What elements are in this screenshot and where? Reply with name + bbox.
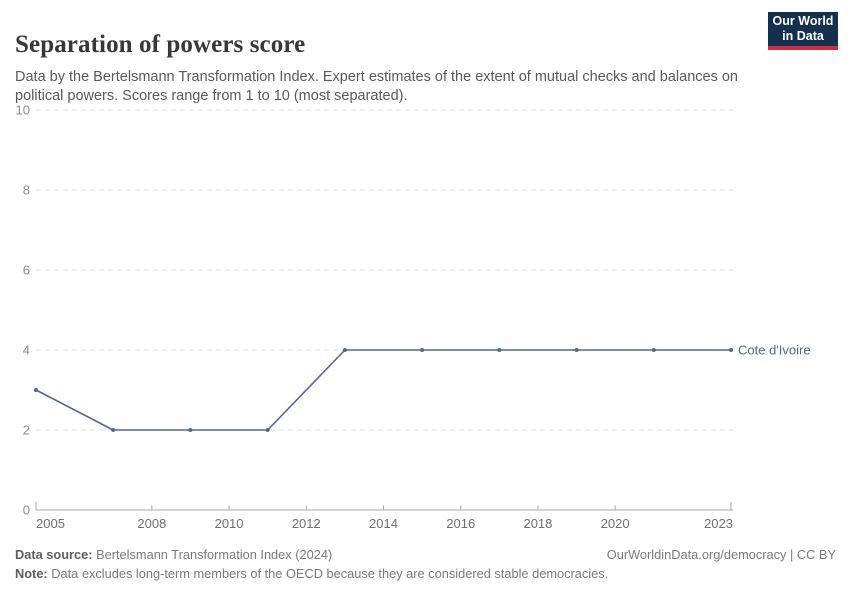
x-tick-label: 2016 [446, 516, 475, 531]
data-point[interactable] [574, 348, 579, 352]
data-point[interactable] [497, 348, 502, 352]
x-tick-label: 2008 [137, 516, 166, 531]
y-tick-label: 8 [23, 183, 30, 198]
note: Note: Data excludes long-term members of… [15, 566, 608, 581]
y-tick-label: 10 [16, 103, 30, 118]
owid-logo-line2: in Data [782, 29, 824, 43]
series-label[interactable]: Cote d'Ivoire [738, 343, 811, 358]
data-point[interactable] [111, 428, 116, 432]
x-tick-label: 2014 [369, 516, 398, 531]
y-tick-label: 6 [23, 263, 30, 278]
x-tick-label: 2020 [601, 516, 630, 531]
data-source-text: Bertelsmann Transformation Index (2024) [92, 547, 333, 562]
series-line [35, 349, 731, 431]
chart-title: Separation of powers score [15, 30, 306, 58]
x-tick-label: 2023 [704, 516, 733, 531]
data-source-label: Data source: [15, 547, 93, 562]
note-label: Note: [15, 566, 48, 581]
data-point[interactable] [342, 348, 347, 352]
x-tick-label: 2010 [215, 516, 244, 531]
owid-logo-line1: Our World [772, 14, 834, 28]
note-text: Data excludes long-term members of the O… [47, 566, 609, 581]
y-tick-label: 2 [23, 423, 30, 438]
chart-canvas: 0 2 4 6 8 10 2005 2008 2010 2012 2014 2016 2018 2020 2… [16, 103, 811, 532]
data-point[interactable] [420, 348, 425, 352]
y-tick-label: 4 [23, 343, 30, 358]
data-source: Data source: Bertelsmann Transformation … [15, 545, 332, 564]
data-point[interactable] [34, 388, 38, 392]
data-point[interactable] [265, 428, 270, 432]
x-tick-label: 2018 [523, 516, 552, 531]
rights-link[interactable]: OurWorldinData.org/democracy | CC BY [606, 547, 836, 562]
chart-subtitle: Data by the Bertelsmann Transformation I… [15, 68, 738, 104]
owid-logo: Our World in Data [768, 12, 838, 50]
x-tick-label: 2005 [36, 516, 65, 531]
data-point[interactable] [188, 428, 193, 432]
chart-footer: Data source: Bertelsmann Transformation … [15, 545, 836, 583]
data-point[interactable] [651, 348, 656, 352]
y-tick-label: 0 [23, 503, 30, 518]
data-point[interactable] [729, 348, 733, 352]
x-tick-label: 2012 [292, 516, 321, 531]
